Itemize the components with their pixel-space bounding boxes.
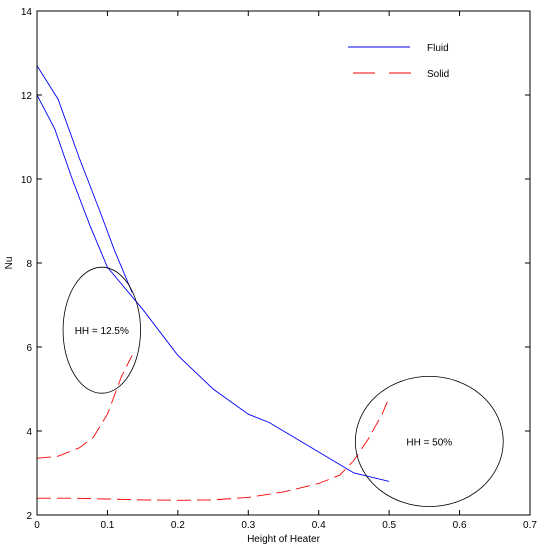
y-tick-label: 6 [26,343,32,354]
legend: Fluid Solid [348,43,449,80]
y-tick-label: 4 [26,427,32,438]
x-tick-label: 0.3 [241,520,255,531]
x-tick-label: 0.7 [523,520,537,531]
legend-label-fluid: Fluid [427,43,449,54]
y-tick-label: 10 [21,175,33,186]
x-tick-label: 0.5 [382,520,396,531]
y-tick-label: 8 [26,259,32,270]
x-tick-label: 0.4 [312,520,326,531]
annotation-label-0: HH = 12.5% [75,326,129,337]
series-line-solid-3 [37,397,390,501]
plot-frame [36,10,531,516]
y-tick-label: 2 [26,511,32,522]
y-tick-label: 14 [21,7,33,18]
x-tick-label: 0.6 [453,520,467,531]
x-tick-label: 0.2 [171,520,185,531]
series-line-fluid-1 [36,94,390,482]
x-tick-label: 0.1 [100,520,114,531]
legend-label-solid: Solid [427,69,449,80]
annotation-label-1: HH = 50% [406,438,452,449]
y-tick-label: 12 [21,91,33,102]
x-tick-label: 0 [34,520,40,531]
y-axis-label: Nu [4,257,15,270]
annotation-ellipse-1 [354,375,504,507]
series-line-fluid-0 [36,65,133,293]
series-line-solid-2 [36,355,133,459]
x-axis-label: Height of Heater [247,534,320,545]
annotation-ellipse-0 [62,266,141,394]
